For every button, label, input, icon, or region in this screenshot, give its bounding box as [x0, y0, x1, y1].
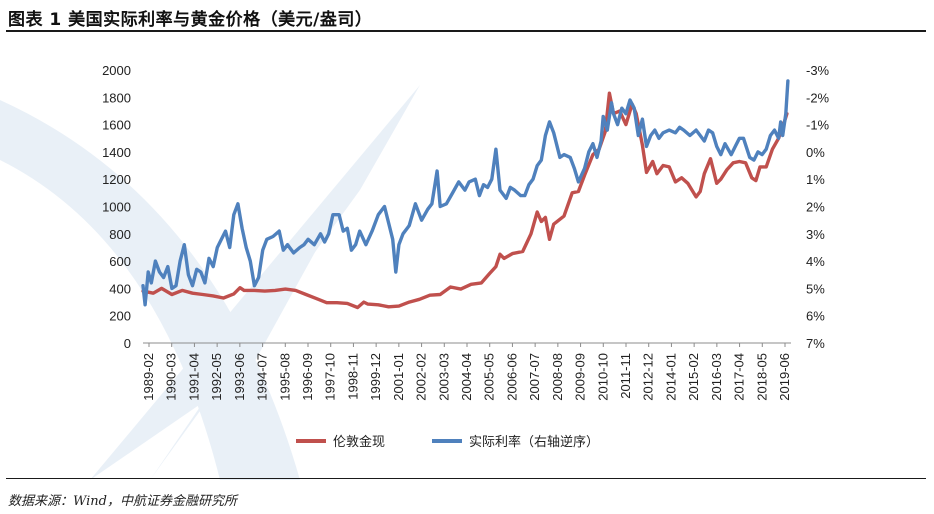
legend-label-gold: 伦敦金现: [333, 434, 385, 450]
x-tick-label: 2010-10: [595, 353, 610, 401]
x-tick-label: 2008-08: [550, 353, 565, 401]
x-tick-label: 1998-11: [345, 353, 360, 400]
x-tick-label: 1989-02: [141, 353, 156, 401]
y-right-tick-label: 2%: [806, 200, 825, 215]
x-tick-label: 2001-01: [391, 353, 406, 401]
y-left-tick-label: 1200: [102, 172, 131, 187]
chart-canvas: 0 200 400 600 800 1000 1200 1400 1600 1800 2000 -3%…: [102, 63, 829, 450]
y-left-tick-label: 2000: [102, 63, 131, 78]
x-tick-label: 1990-03: [164, 353, 179, 401]
y-right-tick-label: 5%: [806, 281, 825, 296]
x-tick-label: 1996-09: [300, 353, 315, 401]
x-tick-label: 2004-04: [459, 353, 474, 401]
x-tick-label: 2019-06: [777, 353, 792, 401]
y-left-tick-label: 200: [109, 309, 131, 324]
y-left-tick-label: 1800: [102, 90, 131, 105]
legend-label-real-rate: 实际利率（右轴逆序）: [469, 434, 599, 450]
x-tick-label: 2007-07: [527, 353, 542, 401]
series-line-gold-price: [141, 91, 789, 310]
y-right-tick-label: -1%: [806, 118, 830, 133]
x-tick-label: 1993-06: [232, 353, 247, 401]
x-tick-label: 2002-02: [414, 353, 429, 401]
x-tick-label: 1991-04: [186, 353, 201, 401]
x-tick-label: 2005-05: [482, 353, 497, 401]
legend: 伦敦金现 实际利率（右轴逆序）: [296, 434, 599, 450]
source-divider: [6, 478, 926, 479]
x-tick-label: 2018-05: [754, 353, 769, 401]
x-tick-label: 2009-09: [573, 353, 588, 401]
x-tick-label: 2003-03: [436, 353, 451, 401]
x-tick-label: 1992-05: [209, 353, 224, 401]
x-tick-label: 1995-08: [277, 353, 292, 401]
axes-layer: 0 200 400 600 800 1000 1200 1400 1600 1800 2000 -3%…: [102, 63, 829, 401]
y-left-tick-label: 1000: [102, 200, 131, 215]
y-right-tick-label: 0%: [806, 145, 825, 160]
x-tick-label: 2011-11: [618, 353, 633, 399]
x-tick-label: 1999-12: [368, 353, 383, 401]
x-tick-label: 1994-07: [255, 353, 270, 401]
title-divider: [6, 30, 926, 32]
x-tick-label: 2012-12: [641, 353, 656, 401]
y-right-tick-label: 7%: [806, 336, 825, 351]
y-right-tick-label: -3%: [806, 63, 830, 78]
x-tick-label: 2017-04: [732, 353, 747, 401]
y-left-tick-label: 400: [109, 281, 131, 296]
y-right-tick-label: 1%: [806, 172, 825, 187]
y-right-tick-label: 4%: [806, 254, 825, 269]
y-right-tick-label: 6%: [806, 309, 825, 324]
y-left-tick-label: 800: [109, 227, 131, 242]
x-tick-label: 2006-06: [504, 353, 519, 401]
y-left-tick-label: 600: [109, 254, 131, 269]
source-note: 数据来源：Wind，中航证券金融研究所: [8, 494, 237, 509]
chart-title: 图表 1 美国实际利率与黄金价格（美元/盎司）: [8, 10, 373, 30]
y-left-tick-label: 0: [124, 336, 131, 351]
y-left-tick-label: 1600: [102, 118, 131, 133]
x-tick-label: 2016-03: [709, 353, 724, 401]
y-left-tick-label: 1400: [102, 145, 131, 160]
x-tick-label: 2014-01: [663, 353, 678, 401]
y-right-tick-label: -2%: [806, 90, 830, 105]
series-line-real-rate: [141, 79, 790, 307]
x-tick-label: 2015-02: [686, 353, 701, 401]
x-tick-label: 1997-10: [323, 353, 338, 401]
y-right-tick-label: 3%: [806, 227, 825, 242]
series-layer: [141, 79, 790, 310]
